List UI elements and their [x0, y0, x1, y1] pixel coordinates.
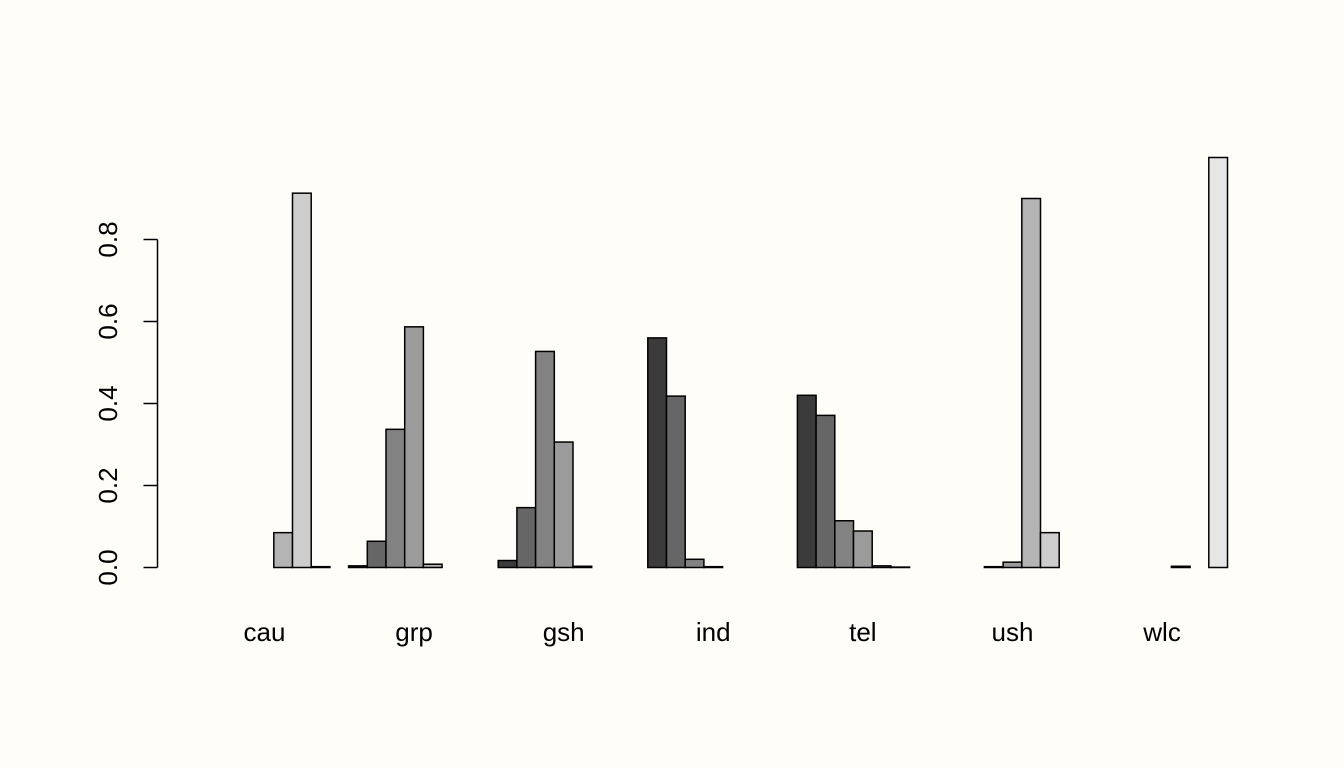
y-axis: 0.0 0.2 0.4 0.6 0.8: [93, 221, 159, 586]
bar: [291, 192, 312, 569]
bar: [273, 531, 294, 569]
bar: [1170, 565, 1191, 569]
x-category-label: ush: [991, 617, 1033, 647]
bar: [385, 428, 406, 569]
bar: [572, 565, 593, 569]
y-tick-label: 0.0: [93, 549, 123, 585]
bar: [834, 520, 855, 569]
bar: [310, 565, 331, 569]
bar: [1021, 197, 1042, 569]
x-category-label: cau: [243, 617, 285, 647]
bar: [534, 350, 556, 569]
x-category-label: grp: [395, 617, 433, 647]
bar: [366, 540, 387, 569]
bar: [497, 559, 518, 569]
bar: [422, 563, 443, 569]
y-tick-label: 0.2: [93, 467, 123, 503]
bar: [347, 565, 369, 569]
bar: [1039, 531, 1060, 569]
bar: [852, 530, 873, 569]
bar: [1002, 561, 1023, 569]
x-category-label: gsh: [543, 617, 585, 647]
bar: [516, 506, 537, 569]
bars-group: [273, 156, 1229, 569]
bar: [703, 565, 724, 569]
bar: [403, 326, 425, 569]
x-category-label: ind: [696, 617, 731, 647]
bar: [983, 565, 1004, 569]
bar: [684, 558, 705, 569]
y-tick-label: 0.8: [93, 221, 123, 257]
bar: [665, 395, 686, 569]
bar: [815, 414, 836, 569]
x-category-label: tel: [849, 617, 876, 647]
bar: [871, 565, 892, 569]
bar: [647, 337, 668, 569]
category-labels: cau grp gsh ind tel ush wlc: [243, 617, 1180, 647]
bar: [796, 394, 817, 569]
y-tick-label: 0.4: [93, 385, 123, 421]
bar: [1208, 156, 1229, 569]
y-tick-label: 0.6: [93, 303, 123, 339]
x-category-label: wlc: [1142, 617, 1181, 647]
bar: [553, 441, 574, 569]
